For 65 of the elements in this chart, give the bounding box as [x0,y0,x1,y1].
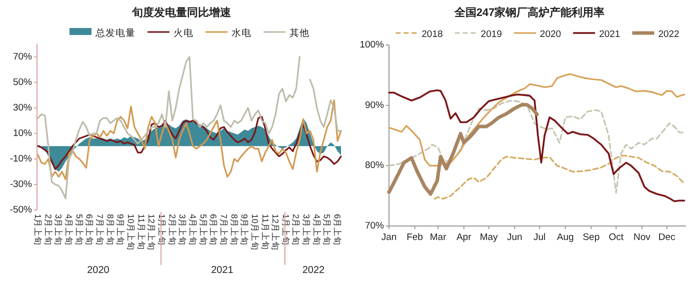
y-tick-label: 10% [12,128,33,139]
y-tick-label: 80% [364,160,385,172]
legend-label: 火电 [174,27,194,39]
y-tick-label: -50% [10,204,33,216]
text: 2020 [87,265,110,276]
x-tick-label: 7月上旬 [218,214,229,246]
y-tick-label: -30% [10,178,33,190]
x-tick-label: Dec [658,232,676,243]
x-tick-label: 5月上旬 [198,214,208,246]
x-tick-label: 7月上旬 [94,214,105,246]
x-tick-label: 12月上旬 [146,214,157,250]
chart-title: 旬度发电量同比增速 [131,6,232,19]
x-tick-label: 5月上旬 [74,214,84,246]
x-tick-label: 4月上旬 [312,214,322,246]
x-tick-label: 2月上旬 [291,214,302,246]
x-tick-label: Mar [430,232,446,243]
x-tick-label: May [480,232,498,243]
x-tick-label: 8月上旬 [105,214,116,246]
x-tick-label: 11月上旬 [260,214,270,250]
chart-title: 全国247家钢厂高炉产能利用率 [453,6,605,19]
legend-label: 2022 [658,29,680,40]
x-tick-label: 3月上旬 [178,214,188,246]
y-tick-label: -10% [10,153,33,164]
x-tick-label: 4月上旬 [64,214,74,246]
text: 2021 [211,265,234,276]
x-tick-label: 1月上旬 [33,214,43,246]
x-tick-label: Jul [534,232,546,243]
x-tick-label: 10月上旬 [126,214,136,250]
legend-label: 2019 [480,29,502,40]
x-tick-label: Sep [582,232,600,243]
x-tick-label: 3月上旬 [302,214,312,246]
x-tick-label: Feb [406,232,423,243]
x-tick-label: Jan [381,232,397,243]
x-tick-label: Jun [506,232,522,243]
x-tick-label: 12月上旬 [270,214,281,250]
y-tick-label: 90% [364,100,385,111]
y-tick-label: 100% [360,40,385,50]
x-tick-label: 4月上旬 [188,214,198,246]
x-tick-label: 5月上旬 [322,214,332,246]
x-tick-label: Oct [608,232,624,243]
legend-label: 2020 [540,29,562,40]
x-tick-label: 9月上旬 [240,214,250,246]
legend-label: 2021 [599,29,620,40]
x-tick-label: 6月上旬 [208,214,219,246]
x-tick-label: 10月上旬 [250,214,260,250]
x-tick-label: 6月上旬 [332,214,343,246]
x-tick-label: 11月上旬 [136,214,146,250]
x-tick-label: Apr [456,232,472,243]
text: 2022 [302,265,326,276]
x-tick-label: Nov [633,232,651,243]
x-tick-label: 2月上旬 [43,214,54,246]
legend-label: 2018 [422,29,443,40]
legend-label: 总发电量 [94,27,136,39]
x-tick-label: 6月上旬 [84,214,95,246]
x-tick-label: Aug [556,232,574,243]
x-tick-label: 9月上旬 [116,214,126,246]
legend-label: 水电 [232,27,252,39]
x-tick-label: 2月上旬 [167,214,178,246]
y-tick-label: 50% [12,76,33,88]
legend-label: 其他 [290,27,310,39]
x-tick-label: 8月上旬 [229,214,240,246]
y-tick-label: 70% [12,51,33,62]
x-tick-label: 3月上旬 [54,214,64,246]
y-tick-label: 70% [364,220,385,232]
y-tick-label: 30% [12,102,33,114]
